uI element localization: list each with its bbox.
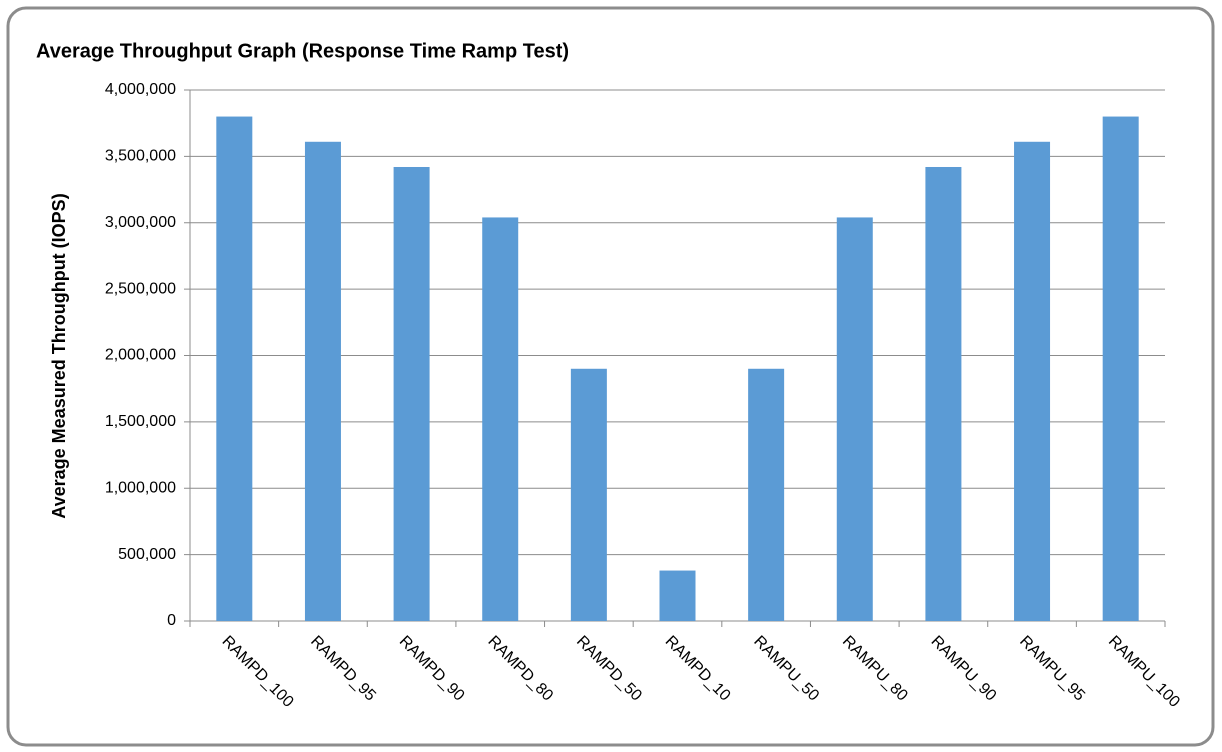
chart-title: Average Throughput Graph (Response Time … [36, 40, 569, 62]
bar [304, 141, 341, 621]
y-tick-label: 1,500,000 [105, 413, 176, 430]
y-tick-label: 2,000,000 [105, 347, 176, 364]
bar [216, 116, 253, 622]
y-tick-label: 3,000,000 [105, 214, 176, 231]
y-axis-label: Average Measured Throughput (IOPS) [49, 193, 69, 518]
y-tick-label: 4,000,000 [105, 81, 176, 98]
bar [482, 217, 519, 621]
y-tick-label: 500,000 [118, 546, 176, 563]
bar [836, 217, 873, 621]
bar [659, 570, 696, 621]
y-tick-label: 3,500,000 [105, 148, 176, 165]
y-tick-label: 1,000,000 [105, 479, 176, 496]
bar [925, 166, 962, 621]
bar [1102, 116, 1139, 622]
bar [570, 368, 607, 621]
bar [748, 368, 785, 621]
bar [393, 166, 430, 621]
y-tick-label: 2,500,000 [105, 280, 176, 297]
bar [1014, 141, 1051, 621]
y-tick-label: 0 [167, 612, 176, 629]
